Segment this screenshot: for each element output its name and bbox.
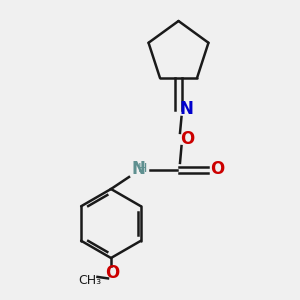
Text: N: N xyxy=(180,100,194,118)
Text: H: H xyxy=(138,161,147,175)
Text: O: O xyxy=(210,160,224,178)
Text: O: O xyxy=(105,264,120,282)
Text: O: O xyxy=(180,130,194,148)
Text: N: N xyxy=(131,160,145,178)
Text: CH₃: CH₃ xyxy=(78,274,102,287)
